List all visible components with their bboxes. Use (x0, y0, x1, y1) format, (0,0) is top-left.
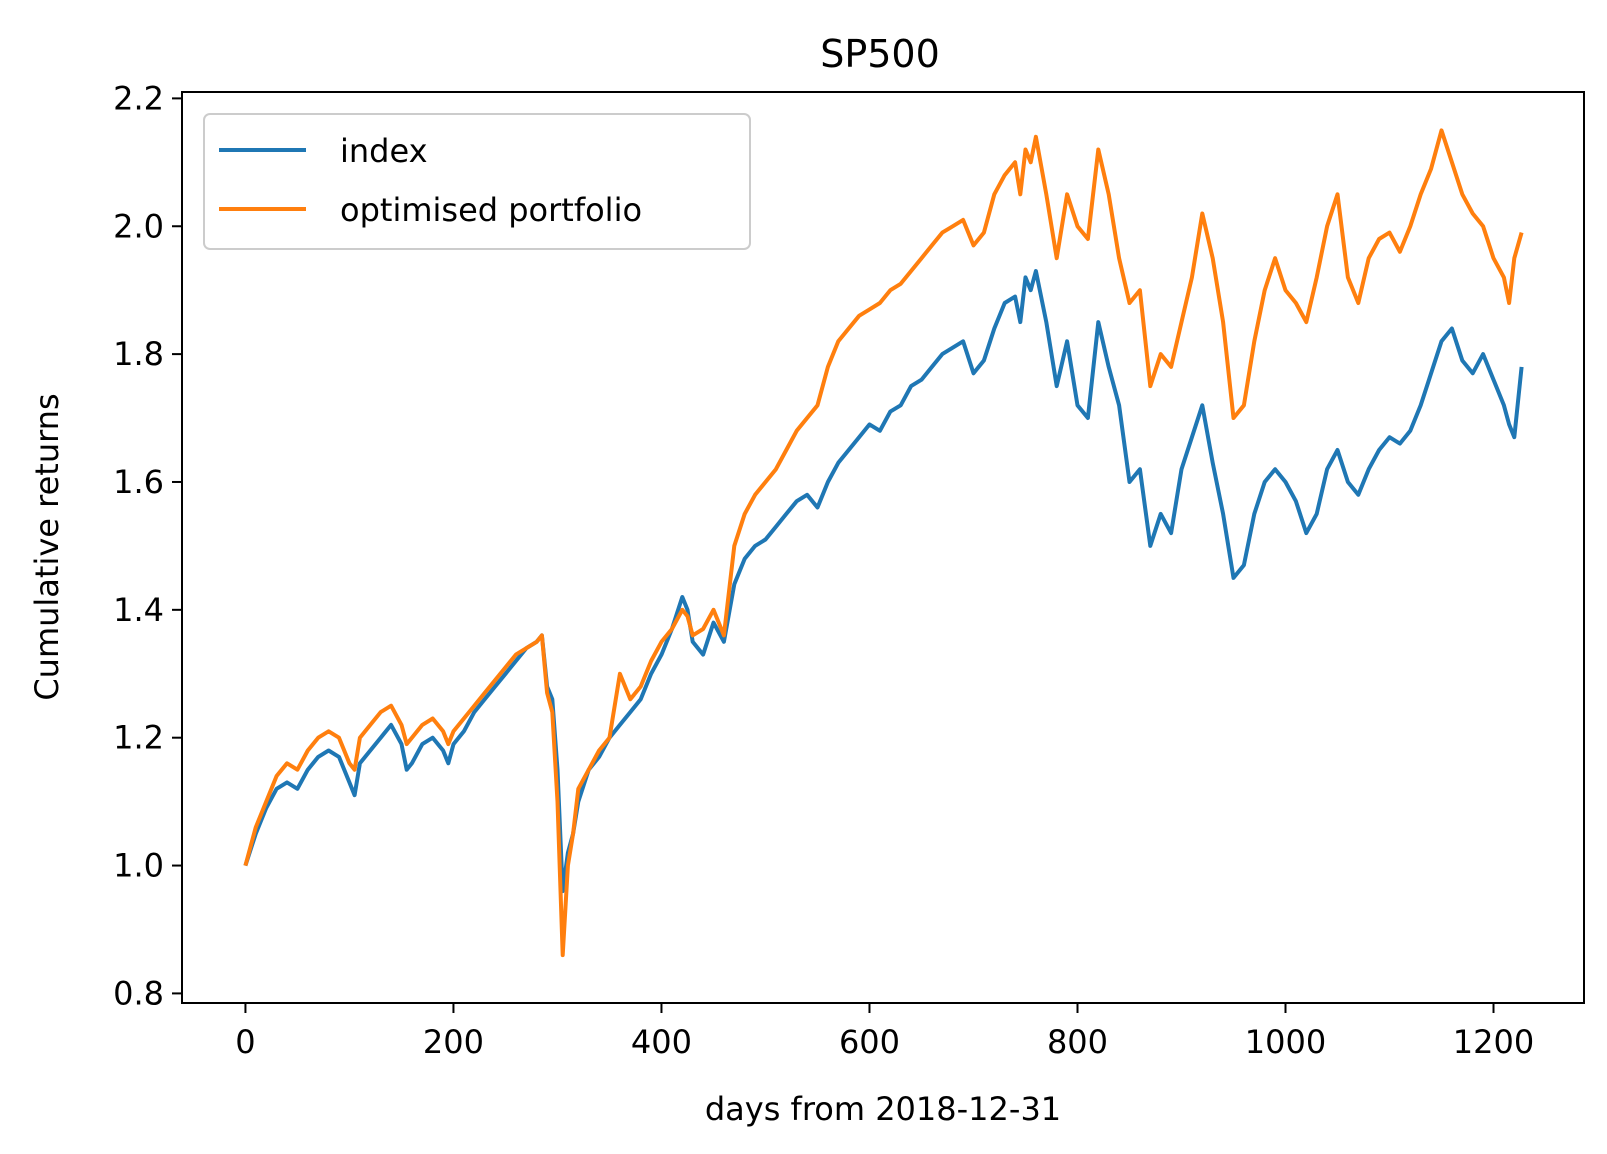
y-tick-label: 1.0 (113, 847, 164, 885)
x-axis: 0 200 400 600 800 1000 1200 (235, 1003, 1534, 1061)
axes-frame (181, 91, 1585, 1004)
legend-label-index: index (340, 132, 428, 170)
x-tick-label: 400 (631, 1023, 692, 1061)
x-tick-label: 1000 (1245, 1023, 1326, 1061)
plot-area (243, 128, 1524, 958)
y-tick-label: 1.2 (113, 719, 164, 757)
y-axis-label: Cumulative returns (28, 393, 66, 700)
legend-label-optimised-portfolio: optimised portfolio (340, 191, 642, 229)
y-tick-label: 2.2 (113, 79, 164, 117)
x-axis-label: days from 2018-12-31 (705, 1090, 1061, 1128)
y-tick-label: 1.4 (113, 591, 164, 629)
chart-title: SP500 (820, 32, 940, 76)
x-tick-label: 600 (839, 1023, 900, 1061)
y-tick-label: 1.6 (113, 463, 164, 501)
x-tick-label: 800 (1047, 1023, 1108, 1061)
y-tick-label: 0.8 (113, 974, 164, 1012)
legend: index optimised portfolio (203, 113, 751, 250)
x-tick-label: 0 (235, 1023, 255, 1061)
y-axis: 0.8 1.0 1.2 1.4 1.6 1.8 2.0 2.2 (113, 79, 182, 1012)
legend-box (203, 113, 751, 250)
x-tick-label: 1200 (1453, 1023, 1534, 1061)
series-line-optimised-portfolio (243, 128, 1524, 958)
y-tick-label: 2.0 (113, 207, 164, 245)
y-tick-label: 1.8 (113, 335, 164, 373)
series-line-index (243, 269, 1524, 894)
x-tick-label: 200 (423, 1023, 484, 1061)
